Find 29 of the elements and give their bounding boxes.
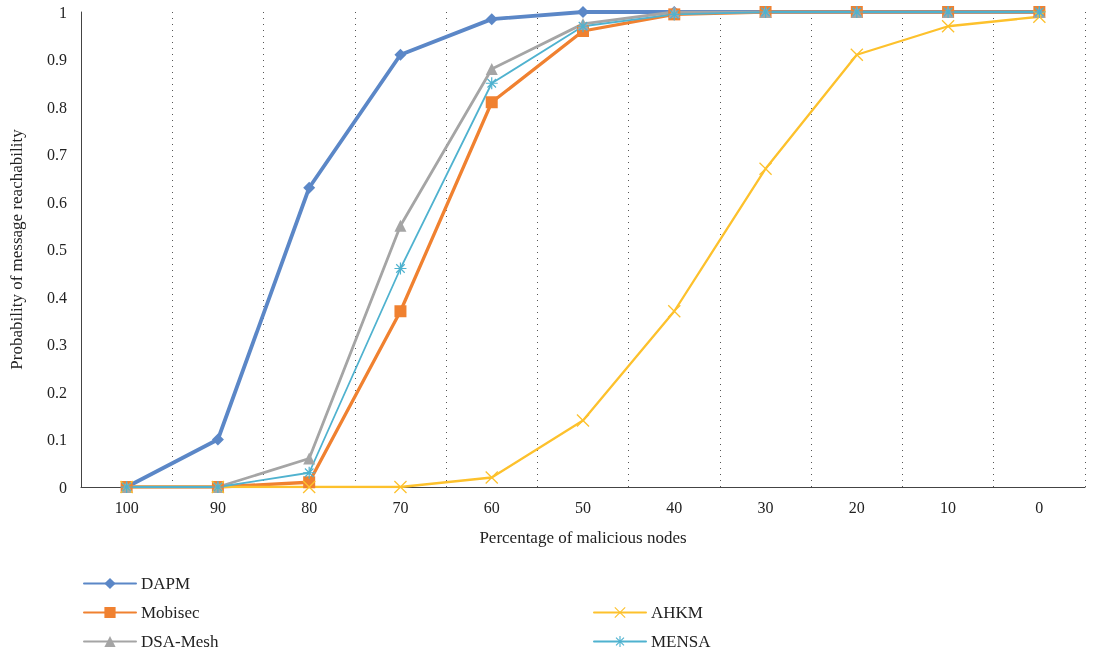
y-tick-label: 1 [59,3,67,21]
x-axis-title: Percentage of malicious nodes [479,528,687,547]
y-tick-label: 0.8 [47,98,67,116]
x-tick-label: 60 [483,498,500,516]
y-tick-label: 0.9 [47,51,67,68]
x-tick-label: 70 [392,498,409,516]
y-tick-label: 0.3 [47,336,67,353]
legend-label: Mobisec [141,603,200,622]
y-tick-label: 0.1 [47,431,67,448]
x-tick-label: 100 [114,498,139,516]
x-tick-label: 10 [940,498,957,516]
x-tick-label: 0 [1035,498,1044,516]
y-tick-label: 0.7 [47,146,67,163]
y-tick-label: 0.5 [47,241,67,258]
legend-label: MENSA [651,632,712,651]
x-tick-label: 30 [757,498,774,516]
y-tick-label: 0.2 [47,383,67,401]
legend-label: DAPM [141,574,191,593]
y-axis-title: Probability of message reachability [7,128,26,370]
x-tick-label: 50 [575,498,591,516]
x-tick-label: 20 [848,498,865,516]
x-tick-label: 80 [301,498,318,516]
y-tick-label: 0.4 [47,288,67,306]
x-tick-label: 40 [666,498,683,516]
y-tick-label: 0.6 [47,193,67,211]
legend-label: DSA-Mesh [141,632,219,651]
y-tick-label: 0 [59,478,67,496]
legend-label: AHKM [651,603,703,622]
x-tick-label: 90 [209,498,226,516]
